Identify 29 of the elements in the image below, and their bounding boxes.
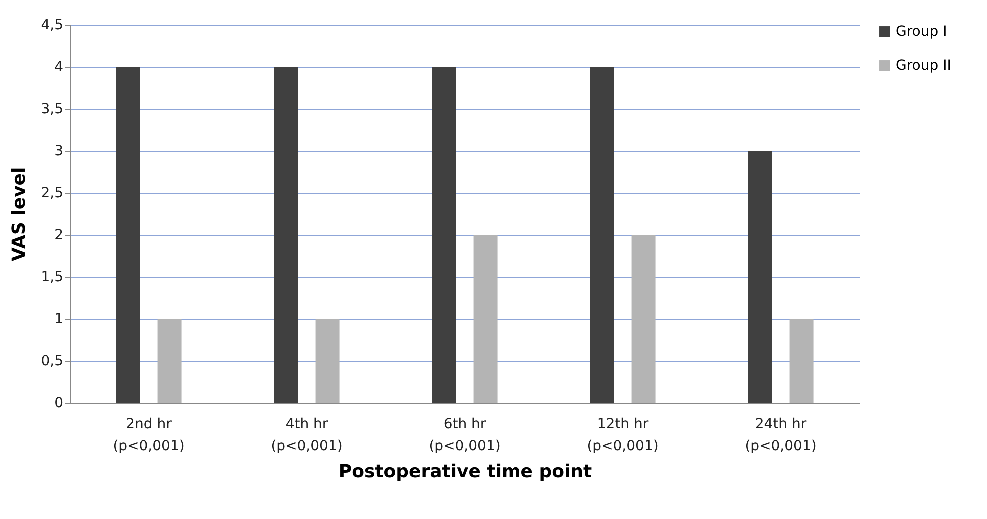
- y-tick-label: 4,5: [41, 18, 64, 34]
- x-tick-label: 6th hr (p<0,001): [429, 416, 501, 454]
- bar: [790, 319, 814, 403]
- y-axis-title: VAS level: [9, 167, 30, 262]
- bar: [116, 67, 140, 403]
- bar: [748, 151, 772, 403]
- bar: [274, 67, 298, 403]
- x-tick-label: 12th hr (p<0,001): [587, 416, 659, 454]
- y-tick-label: 2,5: [41, 186, 64, 202]
- y-tick-label: 3,5: [41, 102, 64, 118]
- y-tick-label: 4: [54, 60, 64, 76]
- x-tick-label: 2nd hr (p<0,001): [113, 416, 185, 454]
- y-tick-label: 3: [54, 144, 64, 160]
- bar: [590, 67, 614, 403]
- bar: [632, 235, 656, 403]
- y-tick-label: 1,5: [41, 270, 64, 286]
- y-tick-label: 0,5: [41, 354, 64, 370]
- bar: [432, 67, 456, 403]
- y-tick-label: 1: [54, 312, 64, 328]
- legend-label: Group I: [896, 24, 948, 40]
- y-tick-label: 0: [54, 396, 64, 412]
- bar: [158, 319, 182, 403]
- x-tick-label: 4th hr (p<0,001): [271, 416, 343, 454]
- x-axis-title: Postoperative time point: [338, 462, 592, 482]
- x-tick-label: 24th hr (p<0,001): [745, 416, 817, 454]
- y-tick-label: 2: [54, 228, 64, 244]
- bar: [316, 319, 340, 403]
- bar: [474, 235, 498, 403]
- legend-label: Group II: [896, 58, 952, 74]
